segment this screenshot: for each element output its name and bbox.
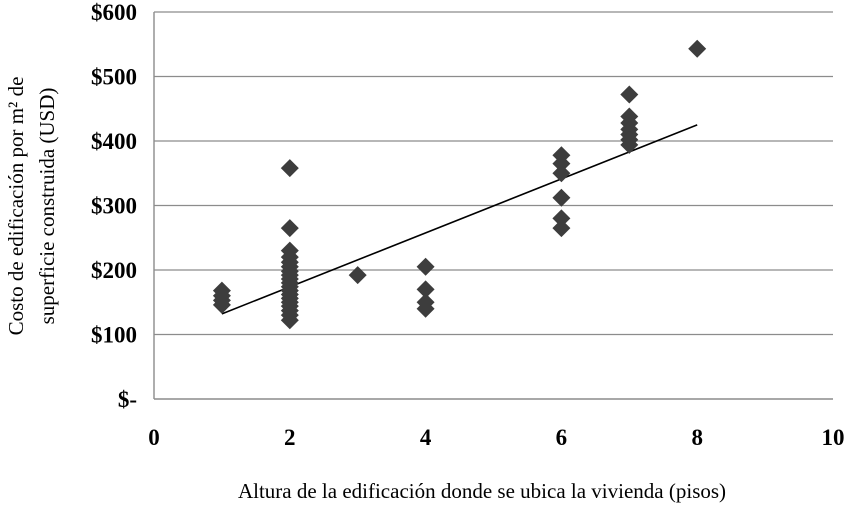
y-axis-title-line-2: superficie construida (USD) [35,88,59,325]
y-tick-label: $100 [91,323,137,348]
gridlines [154,11,833,336]
y-tick-label: $200 [91,258,137,283]
data-point [552,188,571,207]
data-point [280,219,299,238]
y-tick-label: $- [118,387,137,412]
y-tick-labels: $- $100 $200 $300 $400 $500 $600 [91,0,137,412]
data-point [552,154,571,173]
data-point [552,219,571,238]
x-tick-label: 10 [822,425,845,450]
data-point [212,295,231,314]
trendline [221,124,698,315]
x-tick-label: 4 [420,425,432,450]
y-tick-label: $600 [91,0,137,25]
data-point [280,159,299,178]
data-point [416,299,435,318]
x-axis-title: Altura de la edificación donde se ubica … [238,479,726,503]
x-tick-label: 6 [556,425,568,450]
trendline-group [221,124,698,315]
data-point [552,164,571,183]
y-tick-label: $300 [91,194,137,219]
y-axis-title-line-1: Costo de edificación por m² de [4,77,28,336]
x-tick-label: 8 [691,425,703,450]
data-point [416,257,435,276]
data-point [688,39,707,58]
y-tick-label: $400 [91,129,137,154]
data-point [348,266,367,285]
data-point [280,311,299,330]
x-tick-label: 2 [284,425,296,450]
data-point [416,280,435,299]
x-tick-label: 0 [148,425,160,450]
data-point [552,209,571,228]
data-point [620,85,639,104]
y-tick-label: $500 [91,65,137,90]
x-tick-labels: 0 2 4 6 8 10 [148,425,844,450]
data-points [212,39,707,330]
data-point [620,135,639,154]
